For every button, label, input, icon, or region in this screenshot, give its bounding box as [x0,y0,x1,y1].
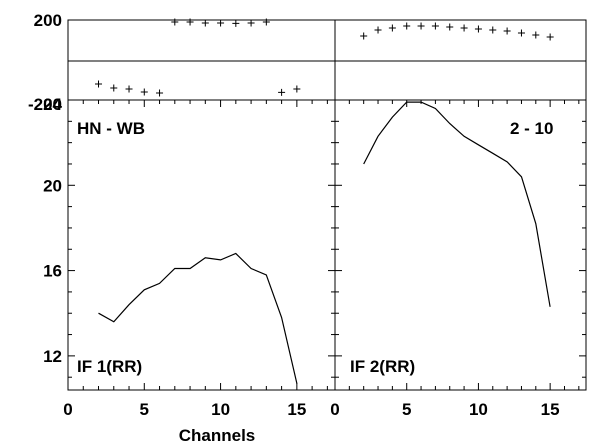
phase-point-panel-2 [546,33,554,41]
phase-tick-label: -200 [28,95,62,114]
phase-frame-panel-2 [334,19,587,101]
x-tick-label: 15 [541,400,560,419]
x-tick-label: 10 [211,400,230,419]
phase-point-panel-2 [474,25,482,33]
phase-point-panel-2 [460,24,468,32]
phase-point-panel-2 [374,26,382,34]
phase-point-panel-2 [417,22,425,30]
phase-point-panel-1 [201,19,209,27]
phase-point-panel-2 [388,24,396,32]
phase-point-panel-2 [403,22,411,30]
phase-tick-label: 200 [34,11,62,30]
amplitude-series-line-panel-1 [98,252,298,384]
phase-point-panel-1 [186,18,194,26]
phase-point-panel-1 [125,85,133,93]
phase-point-panel-1 [293,85,301,93]
y-tick-label: 24 [43,95,62,114]
phase-point-panel-2 [503,27,511,35]
y-tick-label: 12 [43,347,62,366]
phase-point-panel-2 [360,32,368,40]
x-tick-label: 5 [140,400,149,419]
phase-point-panel-1 [217,19,225,27]
phase-point-panel-1 [247,19,255,27]
y-tick-label: 16 [43,262,62,281]
if-label-panel-2: IF 2(RR) [350,357,415,376]
phase-point-panel-1 [140,88,148,96]
phase-point-panel-1 [95,80,103,88]
amplitude-frame-panel-1 [67,99,336,391]
phase-point-panel-1 [156,89,164,97]
x-axis-title: Channels [179,426,256,443]
x-tick-label: 15 [287,400,306,419]
baseline-label: HN - WB [77,119,145,138]
corner-label-panel-2: 2 - 10 [510,119,553,138]
amplitude-series-line-panel-2 [363,101,551,307]
phase-point-panel-1 [171,18,179,26]
phase-point-panel-1 [278,88,286,96]
x-tick-label: 0 [63,400,72,419]
phase-point-panel-2 [489,26,497,34]
phase-point-panel-2 [431,22,439,30]
amplitude-frame-panel-2 [334,99,587,391]
x-tick-label: 5 [402,400,411,419]
x-tick-label: 0 [330,400,339,419]
phase-frame-panel-1 [67,19,336,101]
phase-point-panel-2 [532,31,540,39]
y-tick-label: 20 [43,176,62,195]
x-tick-label: 10 [469,400,488,419]
if-label-panel-1: IF 1(RR) [77,357,142,376]
phase-point-panel-1 [110,84,118,92]
phase-point-panel-2 [446,23,454,31]
phase-point-panel-1 [232,19,240,27]
phase-point-panel-2 [517,29,525,37]
phase-point-panel-1 [262,18,270,26]
